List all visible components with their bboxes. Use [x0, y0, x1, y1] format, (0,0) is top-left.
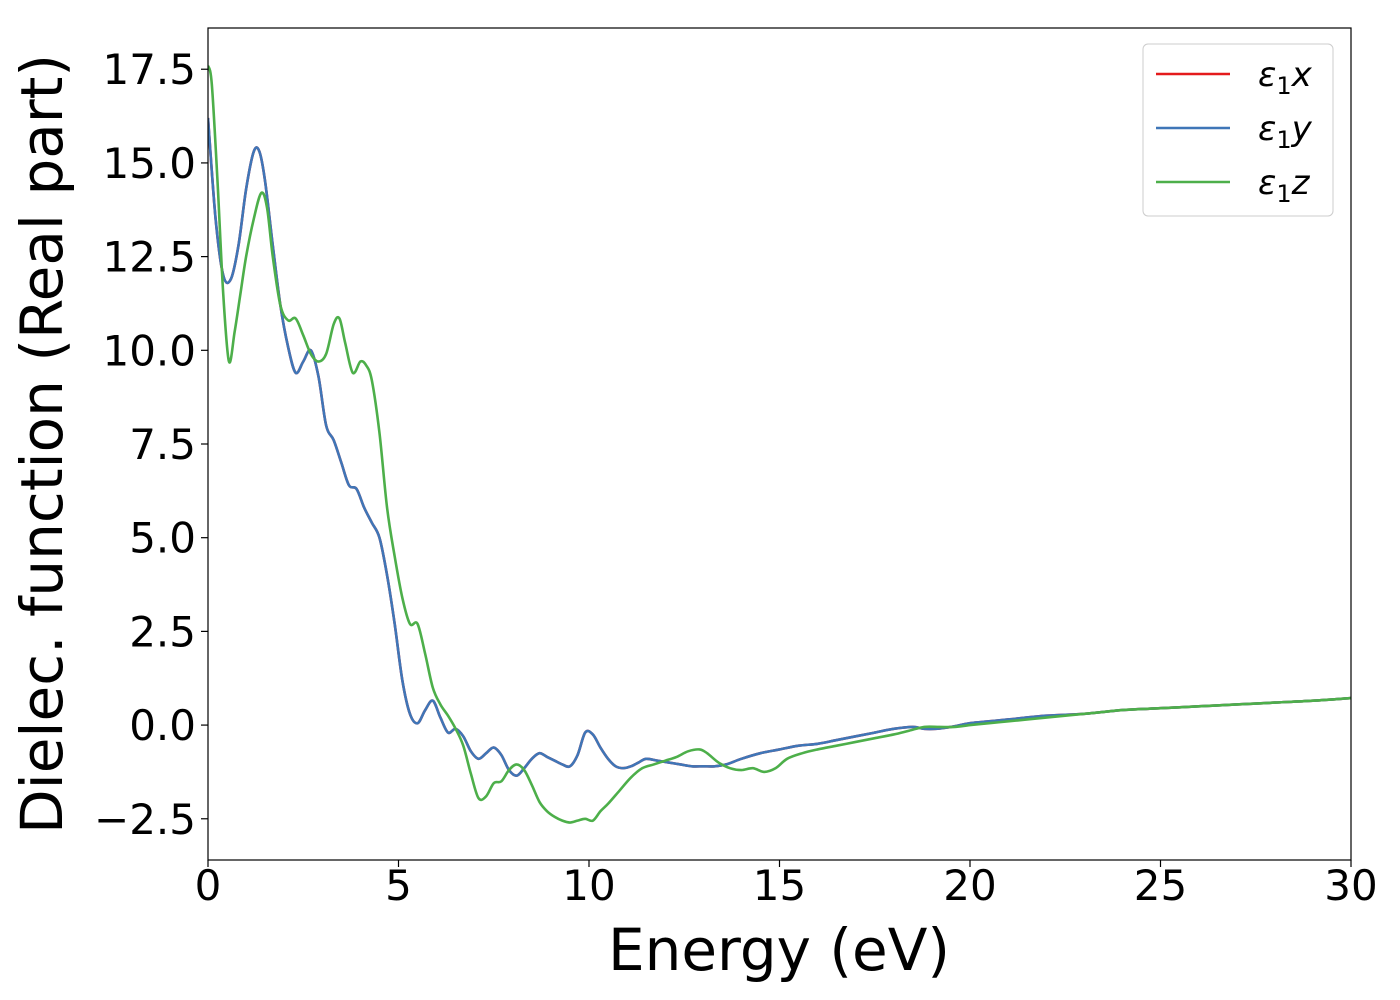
- x-tick-label: 30: [1324, 861, 1377, 910]
- y-tick-label: 15.0: [102, 139, 196, 188]
- y-tick-label: 7.5: [129, 420, 196, 469]
- x-axis-title: Energy (eV): [608, 916, 950, 984]
- y-axis-title: Dielec. function (Real part): [8, 54, 76, 834]
- y-tick-label: 0.0: [129, 701, 196, 750]
- legend: ε1x ε1y ε1z: [1142, 43, 1334, 217]
- series-layer: [208, 65, 1351, 824]
- y-axis: −2.5 0.0 2.5 5.0 7.5 10.0 12.5 15.0 17.5: [94, 45, 208, 844]
- y-tick-label: 10.0: [102, 326, 196, 375]
- legend-box: [1142, 43, 1334, 217]
- y-tick-label: −2.5: [94, 795, 196, 844]
- y-tick-label: 17.5: [102, 45, 196, 94]
- x-tick-label: 0: [195, 861, 222, 910]
- legend-label-x: ε1x: [1258, 55, 1313, 100]
- x-tick-label: 10: [562, 861, 615, 910]
- x-tick-label: 5: [385, 861, 412, 910]
- series-line-z: [208, 65, 1351, 824]
- legend-label-z: ε1z: [1258, 163, 1311, 208]
- y-tick-label: 5.0: [129, 514, 196, 563]
- y-tick-label: 2.5: [129, 607, 196, 656]
- x-tick-label: 20: [943, 861, 996, 910]
- x-axis: 0 5 10 15 20 25 30: [195, 860, 1378, 910]
- x-tick-label: 25: [1134, 861, 1187, 910]
- x-tick-label: 15: [753, 861, 806, 910]
- legend-label-y: ε1y: [1258, 109, 1313, 154]
- series-line-y: [208, 117, 1351, 777]
- y-tick-label: 12.5: [102, 233, 196, 282]
